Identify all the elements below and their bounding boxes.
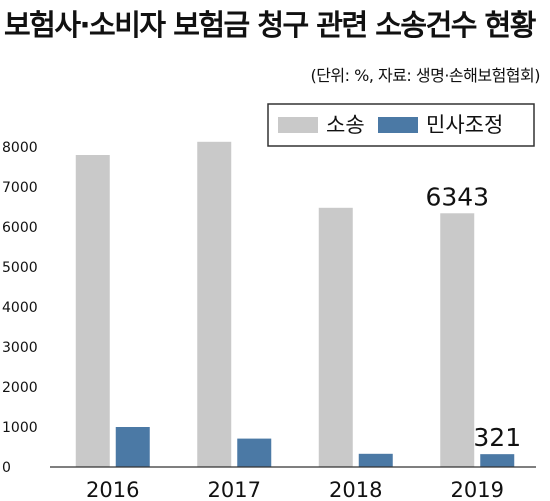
data-labels: 6343 321 <box>425 182 521 452</box>
data-label: 321 <box>473 423 521 452</box>
y-tick-label: 6000 <box>2 220 38 236</box>
bar-lawsuit <box>75 155 110 467</box>
y-tick-label: 5000 <box>2 260 38 276</box>
bar-lawsuit <box>318 207 353 468</box>
chart-title: 보험사·소비자 보험금 청구 관련 소송건수 현황 <box>4 8 536 42</box>
legend-swatch-mediation <box>378 117 418 133</box>
bar-mediation <box>358 453 393 467</box>
x-tick-label: 2018 <box>329 478 382 501</box>
data-label: 6343 <box>425 182 489 211</box>
x-tick-label: 2017 <box>208 478 261 501</box>
bar-mediation <box>115 427 150 467</box>
legend-label-lawsuit: 소송 <box>326 113 365 137</box>
y-tick-label: 8000 <box>2 140 38 156</box>
y-tick-label: 4000 <box>2 300 38 316</box>
y-tick-label: 2000 <box>2 380 38 396</box>
y-tick-label: 0 <box>2 460 11 476</box>
bar-lawsuit <box>440 213 475 467</box>
bar-mediation <box>480 454 515 467</box>
legend-swatch-lawsuit <box>278 117 318 133</box>
bar-mediation <box>237 438 272 467</box>
x-tick-label: 2016 <box>86 478 139 501</box>
y-tick-label: 7000 <box>2 180 38 196</box>
bar-lawsuit <box>197 141 232 468</box>
chart-subtitle: (단위: %, 자료: 생명·손해보험협회) <box>310 66 540 85</box>
bars <box>75 141 515 468</box>
y-tick-label: 1000 <box>2 420 38 436</box>
x-axis: 2016 2017 2018 2019 <box>86 478 504 501</box>
y-tick-label: 3000 <box>2 340 38 356</box>
legend-label-mediation: 민사조정 <box>426 113 503 137</box>
y-axis: 0 1000 2000 3000 4000 5000 6000 7000 8000 <box>2 140 38 476</box>
x-tick-label: 2019 <box>451 478 504 501</box>
legend: 소송 민사조정 <box>267 103 535 147</box>
